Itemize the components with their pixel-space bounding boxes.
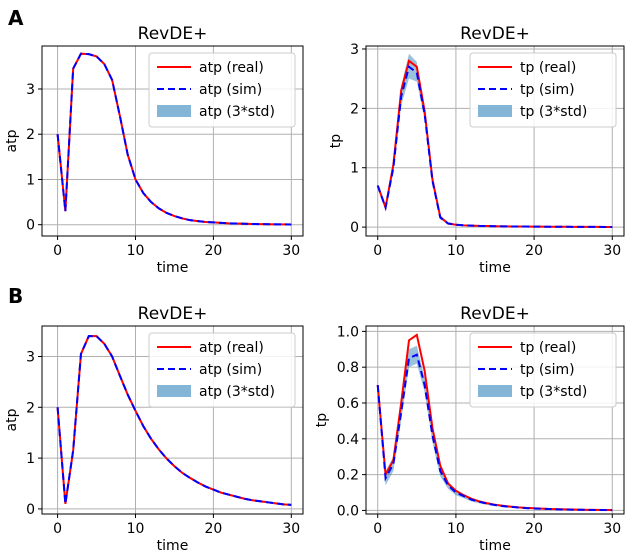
chart-title: RevDE+ bbox=[460, 24, 530, 44]
x-tick-label: 30 bbox=[282, 521, 300, 537]
x-tick-label: 10 bbox=[447, 521, 465, 537]
y-tick-label: 0.4 bbox=[337, 432, 359, 448]
legend-swatch-band bbox=[157, 105, 191, 117]
axes-frame bbox=[41, 45, 304, 237]
y-tick-label: 0.6 bbox=[337, 396, 359, 412]
legend-entry-label: tp (3*std) bbox=[520, 384, 587, 400]
x-tick-label: 0 bbox=[373, 521, 382, 537]
x-axis-label: time bbox=[157, 260, 189, 276]
x-tick-label: 20 bbox=[525, 243, 543, 259]
x-axis-label: time bbox=[157, 538, 189, 552]
y-tick-label: 1.0 bbox=[337, 324, 359, 340]
x-tick-label: 10 bbox=[447, 243, 465, 259]
legend-entry-label: tp (3*std) bbox=[520, 104, 587, 120]
x-tick-label: 30 bbox=[603, 521, 621, 537]
legend-entry-label: tp (sim) bbox=[520, 362, 575, 378]
y-axis-label: atp bbox=[4, 408, 20, 431]
y-tick-label: 3 bbox=[26, 349, 35, 365]
y-tick-label: 0.2 bbox=[337, 468, 359, 484]
real-series-line bbox=[56, 335, 292, 506]
chart-panel-3: 0 10 20 30 0 1 2 3 RevDE+ time atp atp (real) atp (s… bbox=[4, 304, 304, 552]
chart-title: RevDE+ bbox=[460, 304, 530, 324]
x-tick-label: 20 bbox=[204, 243, 222, 259]
panel-label-a: A bbox=[8, 6, 24, 30]
axes-frame bbox=[365, 325, 625, 515]
axes-frame bbox=[41, 325, 304, 515]
y-tick-label: 2 bbox=[26, 127, 35, 143]
y-tick-label: 0.0 bbox=[337, 503, 359, 519]
legend-entry-label: atp (sim) bbox=[199, 362, 262, 378]
y-axis-label: tp bbox=[314, 413, 330, 427]
chart-panel-4: 0 10 20 30 0.0 0.2 0.4 0.6 0.8 1.0 RevDE+ time tp tp … bbox=[314, 304, 625, 552]
legend-entry-label: tp (real) bbox=[520, 60, 576, 76]
x-axis-label: time bbox=[479, 538, 511, 552]
y-tick-label: 0 bbox=[26, 218, 35, 234]
y-tick-label: 0 bbox=[26, 502, 35, 518]
y-tick-label: 1 bbox=[26, 172, 35, 188]
y-tick-label: 3 bbox=[350, 42, 359, 58]
legend-swatch-band bbox=[478, 105, 512, 117]
x-tick-label: 20 bbox=[525, 521, 543, 537]
legend-swatch-band bbox=[157, 385, 191, 397]
legend-swatch-band bbox=[478, 385, 512, 397]
y-tick-label: 3 bbox=[26, 82, 35, 98]
x-tick-label: 0 bbox=[53, 521, 62, 537]
x-tick-label: 30 bbox=[282, 243, 300, 259]
x-tick-label: 30 bbox=[603, 243, 621, 259]
y-tick-label: 0.8 bbox=[337, 360, 359, 376]
y-tick-label: 2 bbox=[26, 400, 35, 416]
x-axis-label: time bbox=[479, 260, 511, 276]
y-axis-label: tp bbox=[328, 134, 344, 148]
legend-entry-label: atp (3*std) bbox=[199, 104, 275, 120]
legend-entry-label: atp (sim) bbox=[199, 82, 262, 98]
y-tick-label: 1 bbox=[350, 161, 359, 177]
x-tick-label: 0 bbox=[373, 243, 382, 259]
x-tick-label: 10 bbox=[127, 243, 145, 259]
legend-entry-label: tp (sim) bbox=[520, 82, 575, 98]
legend-entry-label: atp (3*std) bbox=[199, 384, 275, 400]
sim-series-line bbox=[376, 65, 613, 228]
legend-entry-label: tp (real) bbox=[520, 340, 576, 356]
y-tick-label: 1 bbox=[26, 451, 35, 467]
legend-entry-label: atp (real) bbox=[199, 60, 264, 76]
legend-entry-label: atp (real) bbox=[199, 340, 264, 356]
legend: tp (real) tp (sim) tp (3*std) bbox=[469, 332, 617, 408]
sim-series-line bbox=[56, 52, 292, 226]
axes-frame bbox=[365, 45, 625, 237]
legend: tp (real) tp (sim) tp (3*std) bbox=[469, 52, 617, 128]
sim-series-line bbox=[376, 353, 613, 512]
y-axis-label: atp bbox=[4, 129, 20, 152]
legend: atp (real) atp (sim) atp (3*std) bbox=[148, 332, 296, 408]
chart-title: RevDE+ bbox=[138, 304, 208, 324]
panel-label-b: B bbox=[8, 284, 24, 308]
legend: atp (real) atp (sim) atp (3*std) bbox=[148, 52, 296, 128]
x-tick-label: 0 bbox=[53, 243, 62, 259]
chart-panel-2: 0 10 20 30 0 1 2 3 RevDE+ time tp tp (real) tp (sim)… bbox=[328, 24, 625, 276]
chart-title: RevDE+ bbox=[138, 24, 208, 44]
y-tick-label: 2 bbox=[350, 101, 359, 117]
x-tick-label: 20 bbox=[204, 521, 222, 537]
x-tick-label: 10 bbox=[127, 521, 145, 537]
y-tick-label: 0 bbox=[350, 220, 359, 236]
chart-panel-1: 0 10 20 30 0 1 2 3 RevDE+ time atp atp (real) atp (s… bbox=[4, 24, 304, 276]
